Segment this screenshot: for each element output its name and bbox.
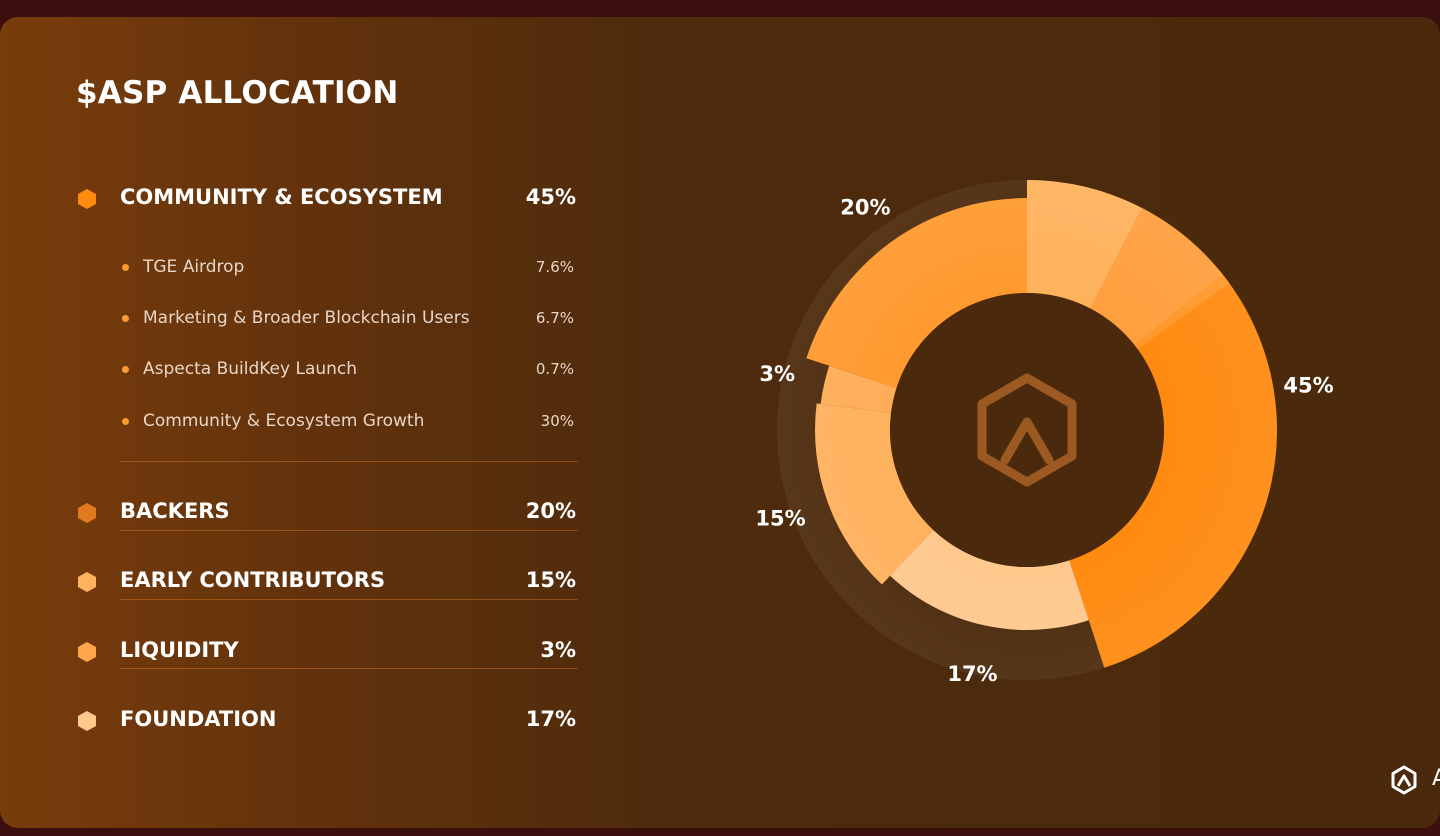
legend-label: EARLY CONTRIBUTORS: [120, 568, 386, 592]
hexagon-bullet-icon: [78, 572, 96, 592]
sub-item-label: Marketing & Broader Blockchain Users: [143, 308, 470, 328]
bullet-dot-icon: [122, 315, 129, 322]
slice-label: 3%: [759, 362, 795, 386]
legend-value: 45%: [525, 185, 576, 209]
legend-item-foundation: FOUNDATION 17%: [76, 701, 578, 741]
sub-item-value: 6.7%: [535, 309, 574, 327]
legend-item-community: COMMUNITY & ECOSYSTEM 45%: [76, 179, 578, 219]
hexagon-bullet-icon: [78, 711, 96, 731]
legend-value: 17%: [525, 707, 576, 731]
sub-item-value: 0.7%: [535, 360, 574, 378]
sub-item-growth: Community & Ecosystem Growth 30%: [120, 407, 574, 437]
hexagon-bullet-icon: [78, 642, 96, 662]
sub-item-label: Community & Ecosystem Growth: [143, 411, 425, 431]
legend-label: BACKERS: [120, 499, 230, 523]
sub-item-value: 30%: [540, 412, 574, 430]
page-title: $ASP ALLOCATION: [76, 75, 399, 111]
brand-name: ASPECTA: [1432, 766, 1440, 791]
sub-item-label: TGE Airdrop: [143, 257, 245, 277]
sub-item-marketing: Marketing & Broader Blockchain Users 6.7…: [120, 304, 574, 334]
hexagon-bullet-icon: [78, 189, 96, 209]
allocation-donut-chart: 45% 17% 15% 3% 20%: [755, 180, 1334, 686]
legend-item-early-contributors: EARLY CONTRIBUTORS 15%: [76, 562, 578, 602]
sub-item-label: Aspecta BuildKey Launch: [143, 359, 358, 379]
sub-item-value: 7.6%: [535, 258, 574, 276]
legend-label: FOUNDATION: [120, 707, 277, 731]
divider: [120, 599, 578, 600]
slice-label: 17%: [947, 662, 997, 686]
divider: [120, 530, 578, 531]
slice-label: 45%: [1283, 373, 1333, 397]
slice-label: 15%: [755, 507, 805, 531]
bullet-dot-icon: [122, 264, 129, 271]
bullet-dot-icon: [122, 418, 129, 425]
aspecta-logo-icon: [977, 373, 1077, 487]
slice-label: 20%: [840, 196, 890, 220]
hexagon-bullet-icon: [78, 503, 96, 523]
legend-item-liquidity: LIQUIDITY 3%: [76, 632, 578, 672]
legend-label: COMMUNITY & ECOSYSTEM: [120, 185, 443, 209]
legend-value: 3%: [540, 638, 576, 662]
sub-item-buildkey: Aspecta BuildKey Launch 0.7%: [120, 355, 574, 385]
bullet-dot-icon: [122, 366, 129, 373]
sub-item-tge-airdrop: TGE Airdrop 7.6%: [120, 253, 574, 283]
legend-value: 15%: [525, 568, 576, 592]
aspecta-logo-icon: [1391, 765, 1417, 795]
divider: [120, 461, 578, 462]
allocation-card: $ASP ALLOCATION COMMUNITY & ECOSYSTEM 45…: [0, 17, 1440, 828]
legend-item-backers: BACKERS 20%: [76, 493, 578, 533]
legend-label: LIQUIDITY: [120, 638, 239, 662]
divider: [120, 668, 578, 669]
legend-value: 20%: [525, 499, 576, 523]
